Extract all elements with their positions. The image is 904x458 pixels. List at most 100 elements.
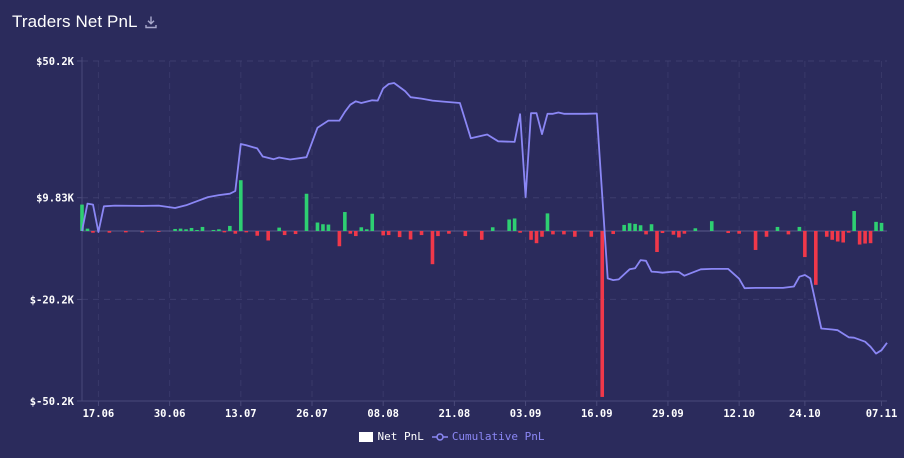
net-pnl-bar[interactable] (660, 231, 665, 234)
net-pnl-bar[interactable] (233, 231, 238, 234)
net-pnl-bar[interactable] (321, 224, 325, 231)
net-pnl-bar[interactable] (178, 228, 183, 231)
net-pnl-bar[interactable] (589, 231, 594, 237)
y-tick-label: $9.83K (36, 193, 75, 205)
net-pnl-bar[interactable] (633, 223, 637, 231)
x-tick-label: 29.09 (652, 408, 684, 420)
net-pnl-bar[interactable] (304, 193, 309, 231)
net-pnl-bar[interactable] (868, 231, 873, 244)
x-tick-label: 21.08 (439, 408, 471, 420)
net-pnl-bar[interactable] (173, 228, 177, 231)
net-pnl-bar[interactable] (343, 212, 347, 231)
net-pnl-bar[interactable] (200, 226, 205, 231)
net-pnl-bar[interactable] (217, 229, 221, 231)
net-pnl-bar[interactable] (600, 231, 605, 397)
net-pnl-bar[interactable] (830, 231, 835, 240)
net-pnl-bar[interactable] (239, 180, 243, 231)
net-pnl-bar[interactable] (835, 231, 840, 242)
net-pnl-bar[interactable] (655, 231, 659, 252)
net-pnl-bar[interactable] (786, 231, 791, 235)
net-pnl-bar[interactable] (326, 224, 331, 231)
net-pnl-bar[interactable] (638, 225, 643, 231)
net-pnl-bar[interactable] (91, 231, 95, 233)
net-pnl-bar[interactable] (627, 223, 632, 231)
net-pnl-bar[interactable] (841, 231, 845, 243)
net-pnl-bar[interactable] (430, 231, 435, 265)
net-pnl-bar[interactable] (682, 231, 687, 234)
net-pnl-bar[interactable] (359, 227, 364, 231)
net-pnl-bar[interactable] (266, 231, 270, 241)
net-pnl-bar[interactable] (211, 229, 216, 231)
net-pnl-bar[interactable] (753, 231, 758, 250)
net-pnl-bar[interactable] (649, 224, 654, 231)
net-pnl-bar[interactable] (277, 227, 281, 231)
net-pnl-bar[interactable] (611, 231, 615, 235)
net-pnl-bar[interactable] (529, 231, 533, 240)
net-pnl-bar[interactable] (726, 231, 730, 234)
net-pnl-bar[interactable] (408, 231, 413, 240)
net-pnl-bar[interactable] (337, 231, 342, 247)
net-pnl-bar[interactable] (764, 231, 769, 237)
net-pnl-bar[interactable] (879, 222, 884, 231)
net-pnl-bar[interactable] (863, 231, 867, 244)
net-pnl-bar[interactable] (512, 218, 517, 231)
net-pnl-bar[interactable] (874, 221, 878, 231)
net-pnl-bar[interactable] (644, 231, 648, 235)
net-pnl-bar[interactable] (315, 222, 320, 231)
net-pnl-bar[interactable] (463, 231, 468, 237)
net-pnl-bar[interactable] (507, 219, 511, 231)
net-pnl-bar[interactable] (709, 221, 714, 231)
net-pnl-bar[interactable] (381, 231, 385, 236)
net-pnl-bar[interactable] (436, 231, 440, 237)
net-pnl-bar[interactable] (140, 231, 145, 233)
net-pnl-bar[interactable] (797, 226, 802, 231)
net-pnl-bar[interactable] (562, 231, 566, 235)
net-pnl-bar[interactable] (195, 229, 199, 231)
legend-item-cumulative-pnl[interactable]: Cumulative PnL (431, 430, 545, 443)
net-pnl-bar[interactable] (479, 231, 484, 240)
net-pnl-bar[interactable] (803, 231, 807, 258)
net-pnl-bar[interactable] (447, 231, 451, 234)
net-pnl-bar[interactable] (671, 231, 676, 235)
net-pnl-bar[interactable] (354, 231, 358, 237)
net-pnl-bar[interactable] (737, 231, 741, 234)
net-pnl-bar[interactable] (677, 231, 681, 238)
net-pnl-bar[interactable] (348, 231, 353, 234)
net-pnl-bar[interactable] (693, 228, 698, 231)
net-pnl-bar[interactable] (370, 213, 375, 231)
net-pnl-bar[interactable] (857, 231, 862, 245)
net-pnl-bar[interactable] (846, 231, 851, 233)
net-pnl-bar[interactable] (419, 231, 424, 236)
net-pnl-bar[interactable] (107, 231, 112, 233)
net-pnl-bar[interactable] (255, 231, 260, 236)
net-pnl-bar[interactable] (222, 231, 227, 233)
net-pnl-bar[interactable] (184, 229, 188, 231)
net-pnl-bar[interactable] (518, 231, 522, 233)
net-pnl-bar[interactable] (85, 228, 90, 231)
net-pnl-bar[interactable] (386, 231, 391, 236)
legend-item-net-pnl[interactable]: Net PnL (359, 430, 424, 443)
download-icon[interactable] (144, 15, 158, 29)
net-pnl-bar[interactable] (534, 231, 539, 244)
net-pnl-bar[interactable] (156, 231, 161, 233)
net-pnl-bar[interactable] (545, 213, 550, 231)
net-pnl-bar[interactable] (775, 226, 780, 231)
net-pnl-bar[interactable] (573, 231, 577, 237)
net-pnl-bar[interactable] (540, 231, 544, 237)
net-pnl-bar[interactable] (551, 231, 555, 235)
net-pnl-bar[interactable] (814, 231, 818, 285)
net-pnl-bar[interactable] (364, 229, 369, 231)
net-pnl-bar[interactable] (490, 227, 495, 231)
net-pnl-bar[interactable] (244, 231, 249, 233)
net-pnl-bar[interactable] (80, 204, 84, 231)
net-pnl-bar[interactable] (124, 231, 128, 233)
cumulative-pnl-line[interactable] (81, 82, 888, 355)
net-pnl-bar[interactable] (293, 231, 298, 235)
net-pnl-bar[interactable] (189, 227, 194, 231)
net-pnl-bar[interactable] (228, 225, 232, 231)
net-pnl-bar[interactable] (824, 231, 829, 237)
net-pnl-bar[interactable] (852, 211, 856, 231)
net-pnl-bar[interactable] (397, 231, 402, 238)
net-pnl-bar[interactable] (282, 231, 287, 236)
net-pnl-bar[interactable] (622, 224, 626, 231)
